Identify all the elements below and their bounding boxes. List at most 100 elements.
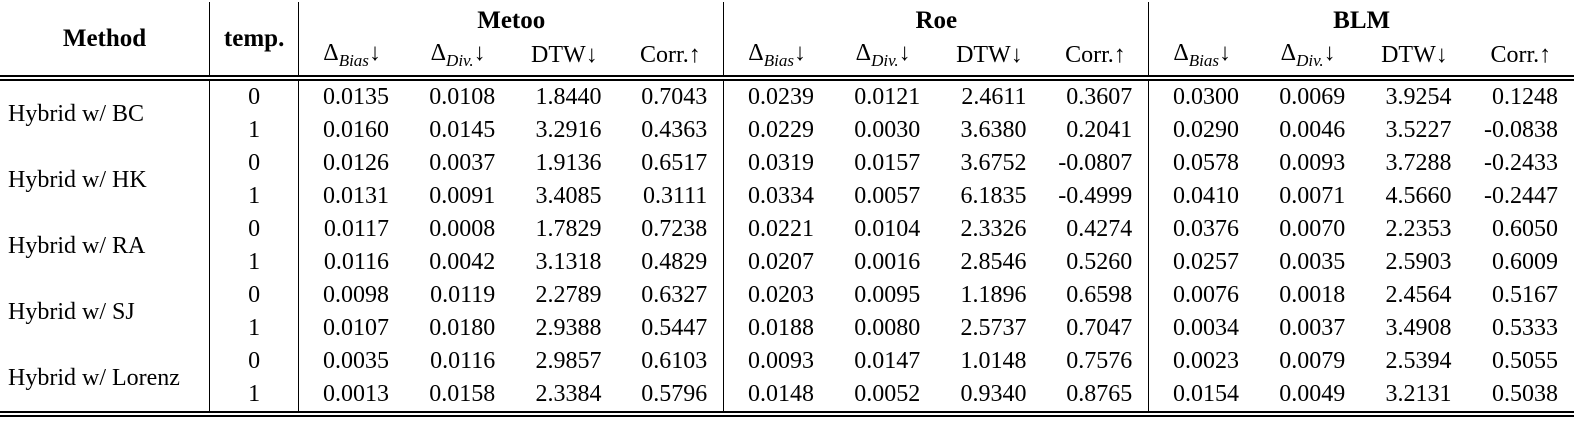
value-cell: 0.5333	[1492, 315, 1558, 341]
value-cell: 0.0098	[322, 282, 389, 308]
value-cell: 0.0410	[1173, 183, 1240, 209]
value-cell: 0.4274	[1042, 213, 1150, 246]
value-cell: 0.0037	[429, 150, 496, 176]
value-cell: 3.7288	[1385, 150, 1452, 176]
value-cell: 0.9340	[960, 381, 1027, 407]
value-cell: 0.0239	[748, 84, 815, 110]
value-cell: 0.0057	[854, 183, 921, 209]
metric-header: Corr.↑	[1042, 35, 1150, 81]
value-cell: 1.7829	[535, 216, 602, 242]
value-cell: 2.5903	[1385, 249, 1452, 275]
metric-header-row: ΔBias↓ ΔDiv.↓ DTW↓ Corr.↑ ΔBias↓ ΔDiv.↓ DTW↓ Co…	[0, 35, 1574, 81]
value-cell: 1.1896	[960, 282, 1027, 308]
value-cell: 0.7047	[1042, 312, 1150, 345]
value-cell: 0.0154	[1173, 381, 1240, 407]
metric-header: ΔDiv.↓	[830, 35, 937, 81]
value-cell: 0.0578	[1173, 150, 1240, 176]
value-cell: 0.0203	[748, 282, 815, 308]
value-cell: -0.0838	[1484, 117, 1558, 143]
value-cell: 0.4363	[617, 114, 725, 147]
value-cell: 0.0376	[1173, 216, 1240, 242]
value-cell: 0.0158	[429, 381, 496, 407]
temp-value: 1	[209, 378, 300, 414]
group-header-roe: Roe	[723, 2, 1150, 35]
table-row: 1 0.0160 0.0145 3.2916 0.4363 0.0229 0.0030 3.6…	[0, 114, 1574, 147]
value-cell: 0.5796	[617, 378, 725, 414]
temp-value: 1	[209, 246, 300, 279]
temp-value: 0	[209, 213, 300, 246]
value-cell: 0.7043	[617, 78, 725, 114]
table-row: 1 0.0107 0.0180 2.9388 0.5447 0.0188 0.0080 2.5…	[0, 312, 1574, 345]
value-cell: 0.6103	[617, 345, 725, 378]
value-cell: 0.0188	[748, 315, 815, 341]
metric-header: DTW↓	[511, 35, 618, 81]
value-cell: 0.0135	[322, 84, 389, 110]
value-cell: 3.9254	[1385, 84, 1452, 110]
method-column-header: Method	[0, 2, 211, 81]
value-cell: 0.6050	[1492, 216, 1558, 242]
value-cell: 2.3326	[960, 216, 1027, 242]
value-cell: 0.8765	[1042, 378, 1150, 414]
value-cell: 0.0037	[1279, 315, 1346, 341]
value-cell: 6.1835	[960, 183, 1027, 209]
table-row: 1 0.0013 0.0158 2.3384 0.5796 0.0148 0.0052 0.9…	[0, 378, 1574, 414]
method-name: Hybrid w/ BC	[0, 78, 211, 147]
temp-value: 0	[209, 345, 300, 378]
value-cell: 3.1318	[535, 249, 602, 275]
method-name: Hybrid w/ RA	[0, 213, 211, 279]
table-row: 1 0.0116 0.0042 3.1318 0.4829 0.0207 0.0016 2.8…	[0, 246, 1574, 279]
value-cell: 3.2131	[1385, 381, 1452, 407]
value-cell: 0.3607	[1042, 78, 1150, 114]
method-name: Hybrid w/ HK	[0, 147, 211, 213]
value-cell: 2.9388	[535, 315, 602, 341]
temp-value: 0	[209, 78, 300, 114]
value-cell: 0.0160	[322, 117, 389, 143]
value-cell: 3.4908	[1385, 315, 1452, 341]
metric-header: ΔBias↓	[723, 35, 831, 81]
metric-header: Corr.↑	[1467, 35, 1574, 81]
value-cell: 1.0148	[960, 348, 1027, 374]
metric-header: DTW↓	[936, 35, 1043, 81]
value-cell: 0.0145	[429, 117, 496, 143]
value-cell: 1.9136	[535, 150, 602, 176]
value-cell: 0.6517	[617, 147, 725, 180]
value-cell: 0.0095	[854, 282, 921, 308]
table-row: Hybrid w/ HK 0 0.0126 0.0037 1.9136 0.6517 0.0…	[0, 147, 1574, 213]
value-cell: 0.0093	[1279, 150, 1346, 176]
value-cell: 0.0070	[1279, 216, 1346, 242]
value-cell: 0.0013	[322, 381, 389, 407]
method-name: Hybrid w/ Lorenz	[0, 345, 211, 414]
value-cell: 0.6327	[617, 279, 725, 312]
value-cell: 0.0131	[322, 183, 389, 209]
value-cell: 0.0119	[430, 282, 496, 308]
value-cell: 0.0180	[429, 315, 496, 341]
value-cell: 0.0030	[854, 117, 921, 143]
temp-column-header: temp.	[209, 2, 300, 81]
value-cell: 0.0046	[1279, 117, 1346, 143]
value-cell: 0.7576	[1042, 345, 1150, 378]
value-cell: 0.0008	[429, 216, 496, 242]
value-cell: 0.6009	[1492, 249, 1558, 275]
table-row: Hybrid w/ RA 0 0.0117 0.0008 1.7829 0.7238 0.0…	[0, 213, 1574, 279]
value-cell: 0.2041	[1042, 114, 1150, 147]
value-cell: 4.5660	[1385, 183, 1452, 209]
value-cell: 3.6752	[960, 150, 1027, 176]
value-cell: 2.4611	[961, 84, 1027, 110]
value-cell: 0.0157	[854, 150, 921, 176]
value-cell: -0.2433	[1484, 150, 1558, 176]
method-name: Hybrid w/ SJ	[0, 279, 211, 345]
temp-value: 1	[209, 114, 300, 147]
value-cell: 2.8546	[960, 249, 1027, 275]
value-cell: 0.0049	[1279, 381, 1346, 407]
value-cell: 0.5038	[1492, 381, 1558, 407]
temp-value: 1	[209, 312, 300, 345]
value-cell: 0.0148	[748, 381, 815, 407]
group-header-row: Method temp. Metoo Roe BLM	[0, 2, 1574, 81]
value-cell: 3.6380	[960, 117, 1027, 143]
value-cell: -0.2447	[1484, 183, 1558, 209]
value-cell: 0.0018	[1279, 282, 1346, 308]
value-cell: -0.4999	[1042, 180, 1150, 213]
metric-header: ΔDiv.↓	[404, 35, 512, 81]
value-cell: 2.5394	[1385, 348, 1452, 374]
